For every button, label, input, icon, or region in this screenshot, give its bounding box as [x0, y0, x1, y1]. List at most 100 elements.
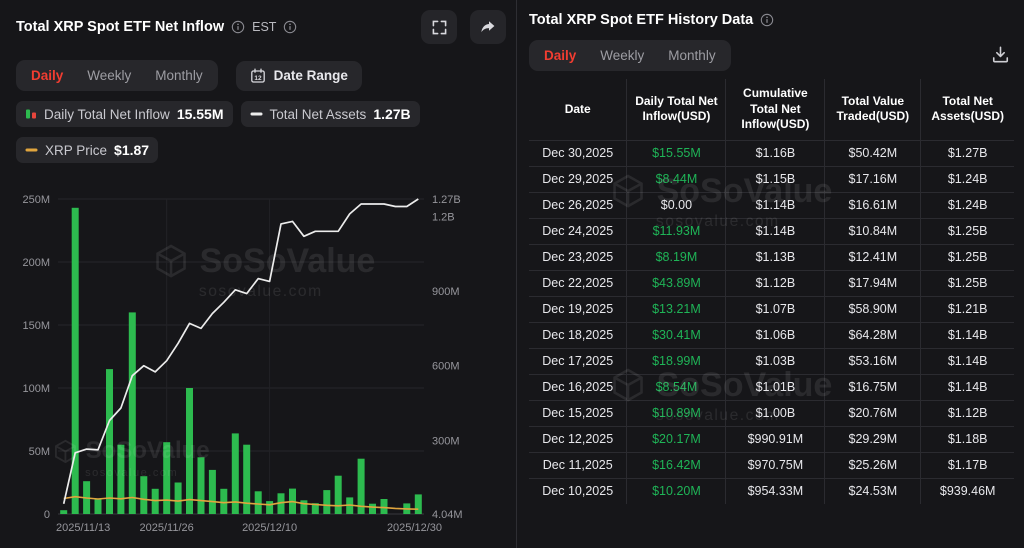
cell-date: Dec 17,2025: [528, 347, 628, 375]
fullscreen-button[interactable]: [421, 10, 457, 44]
inflow-chart[interactable]: 250M 200M 150M 100M 50M 0 1.27B 1.2B 900M 600M 300…: [0, 186, 517, 548]
table-row: Dec 15,2025 $10.89M $1.00B $20.76M $1.12B: [528, 399, 1015, 427]
line-series-icon: [25, 148, 38, 152]
svg-text:2025/11/26: 2025/11/26: [140, 522, 194, 534]
calendar-icon: 12: [250, 68, 265, 83]
cell-assets: $1.14B: [920, 347, 1015, 375]
col-total-net-assets: Total Net Assets(USD): [920, 78, 1015, 141]
cell-assets: $1.25B: [920, 217, 1015, 245]
cell-cumulative: $1.07B: [725, 295, 826, 323]
info-icon[interactable]: [760, 13, 774, 27]
cell-assets: $1.17B: [920, 451, 1015, 479]
tab-monthly[interactable]: Monthly: [668, 48, 716, 63]
legend-daily-net-inflow[interactable]: Daily Total Net Inflow 15.55M: [16, 101, 233, 127]
svg-text:1.2B: 1.2B: [432, 211, 455, 223]
table-row: Dec 19,2025 $13.21M $1.07B $58.90M $1.21B: [528, 295, 1015, 323]
cell-inflow: $30.41M: [626, 321, 727, 349]
download-icon: [992, 46, 1009, 62]
cell-cumulative: $954.33M: [725, 477, 826, 505]
svg-text:300M: 300M: [432, 435, 460, 447]
cell-cumulative: $1.03B: [725, 347, 826, 375]
cell-inflow: $8.44M: [626, 165, 727, 193]
cell-traded: $20.76M: [824, 399, 922, 427]
tab-daily[interactable]: Daily: [544, 48, 577, 63]
info-icon[interactable]: [231, 20, 245, 34]
tab-monthly[interactable]: Monthly: [155, 68, 203, 83]
table-row: Dec 10,2025 $10.20M $954.33M $24.53M $939.46…: [528, 477, 1015, 505]
cell-assets: $1.24B: [920, 191, 1015, 219]
cell-inflow: $10.89M: [626, 399, 727, 427]
share-button[interactable]: [470, 10, 506, 44]
svg-text:2025/11/13: 2025/11/13: [56, 522, 110, 534]
share-icon: [481, 21, 495, 33]
cell-traded: $64.28M: [824, 321, 922, 349]
legend-total-net-assets[interactable]: Total Net Assets 1.27B: [240, 101, 420, 127]
cell-inflow: $16.42M: [626, 451, 727, 479]
table-row: Dec 26,2025 $0.00 $1.14B $16.61M $1.24B: [528, 191, 1015, 219]
history-data-panel: Total XRP Spot ETF History Data Daily We…: [517, 0, 1024, 548]
cell-cumulative: $1.12B: [725, 269, 826, 297]
cell-traded: $16.61M: [824, 191, 922, 219]
cell-assets: $1.25B: [920, 269, 1015, 297]
date-range-button[interactable]: 12 Date Range: [235, 60, 362, 91]
cell-cumulative: $1.14B: [725, 191, 826, 219]
legend-row-1: Daily Total Net Inflow 15.55M Total Net …: [16, 101, 506, 127]
table-row: Dec 16,2025 $8.54M $1.01B $16.75M $1.14B: [528, 373, 1015, 401]
cell-cumulative: $1.14B: [725, 217, 826, 245]
left-controls-row: Daily Weekly Monthly 12 Date Range: [16, 60, 506, 91]
tab-daily[interactable]: Daily: [31, 68, 64, 83]
svg-text:100M: 100M: [22, 383, 50, 395]
cell-inflow: $15.55M: [626, 139, 727, 167]
table-row: Dec 18,2025 $30.41M $1.06B $64.28M $1.14B: [528, 321, 1015, 349]
cell-traded: $53.16M: [824, 347, 922, 375]
svg-text:2025/12/10: 2025/12/10: [242, 522, 297, 534]
cell-cumulative: $1.01B: [725, 373, 826, 401]
net-inflow-chart-panel: Total XRP Spot ETF Net Inflow EST: [0, 0, 517, 548]
cell-traded: $17.94M: [824, 269, 922, 297]
legend-value: 1.27B: [373, 106, 411, 122]
svg-text:12: 12: [254, 75, 262, 82]
cell-inflow: $20.17M: [626, 425, 727, 453]
legend-xrp-price[interactable]: XRP Price $1.87: [16, 137, 159, 163]
fullscreen-icon: [432, 20, 446, 34]
chart-area[interactable]: 250M 200M 150M 100M 50M 0 1.27B 1.2B 900M 600M 300…: [0, 186, 517, 548]
cell-cumulative: $1.06B: [725, 321, 826, 349]
table-row: Dec 22,2025 $43.89M $1.12B $17.94M $1.25B: [528, 269, 1015, 297]
legend-value: 15.55M: [176, 106, 224, 122]
cell-date: Dec 18,2025: [528, 321, 628, 349]
cell-date: Dec 29,2025: [528, 165, 628, 193]
est-timezone-label: EST: [252, 20, 277, 34]
tab-weekly[interactable]: Weekly: [600, 48, 645, 63]
cell-traded: $12.41M: [824, 243, 922, 271]
tab-weekly[interactable]: Weekly: [87, 68, 132, 83]
cell-assets: $1.12B: [920, 399, 1015, 427]
cell-assets: $939.46M: [920, 477, 1015, 505]
right-title-row: Total XRP Spot ETF History Data: [529, 12, 1014, 28]
cell-assets: $1.24B: [920, 165, 1015, 193]
history-title: Total XRP Spot ETF History Data: [529, 12, 754, 28]
col-cumulative-net-inflow: Cumulative Total Net Inflow(USD): [725, 78, 826, 141]
cell-inflow: $13.21M: [626, 295, 727, 323]
download-button[interactable]: [987, 41, 1014, 71]
cell-date: Dec 19,2025: [528, 295, 628, 323]
history-table-body: Dec 30,2025 $15.55M $1.16B $50.42M $1.27B Dec…: [528, 139, 1015, 505]
cell-date: Dec 12,2025: [528, 425, 628, 453]
svg-text:2025/12/30: 2025/12/30: [387, 522, 442, 534]
cell-cumulative: $1.15B: [725, 165, 826, 193]
cell-traded: $24.53M: [824, 477, 922, 505]
chart-actions: [421, 10, 506, 44]
table-header-row: Date Daily Total Net Inflow(USD) Cumulat…: [528, 78, 1015, 141]
cell-inflow: $8.54M: [626, 373, 727, 401]
cell-date: Dec 22,2025: [528, 269, 628, 297]
svg-text:250M: 250M: [22, 194, 50, 206]
col-date: Date: [528, 78, 628, 141]
info-icon[interactable]: [283, 20, 297, 34]
cell-traded: $25.26M: [824, 451, 922, 479]
cell-assets: $1.27B: [920, 139, 1015, 167]
cell-cumulative: $1.16B: [725, 139, 826, 167]
svg-text:150M: 150M: [22, 320, 50, 332]
svg-text:200M: 200M: [22, 257, 50, 269]
svg-text:0: 0: [44, 509, 50, 521]
col-daily-net-inflow: Daily Total Net Inflow(USD): [626, 78, 727, 141]
table-row: Dec 29,2025 $8.44M $1.15B $17.16M $1.24B: [528, 165, 1015, 193]
